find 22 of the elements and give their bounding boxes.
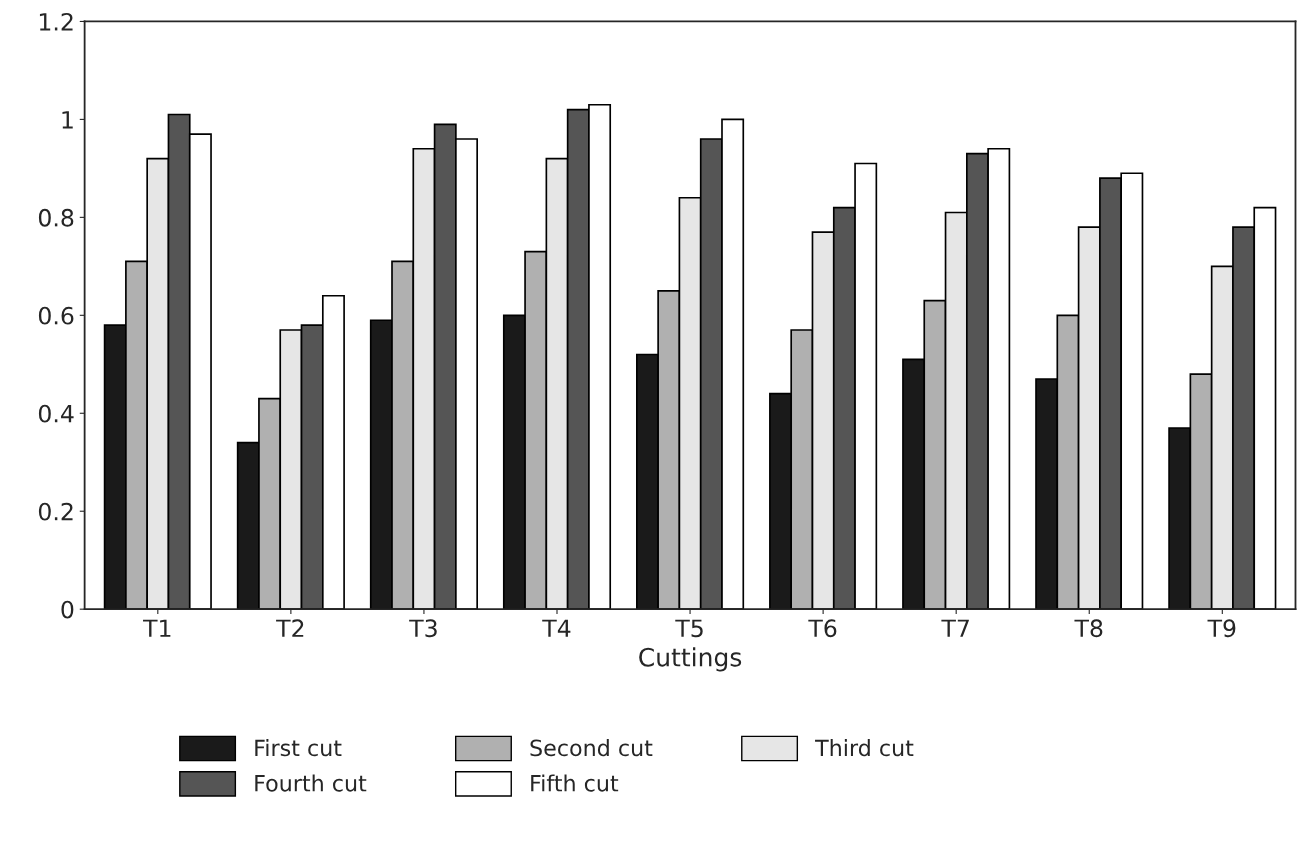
x-tick-label: T3 [409, 619, 437, 638]
y-tick-label: 0.8 [38, 208, 74, 227]
x-tick-label: T8 [1074, 619, 1103, 638]
legend-label: Second cut [530, 739, 653, 757]
x-tick-label: T9 [1207, 619, 1236, 638]
legend-label: Fifth cut [531, 774, 619, 792]
x-tick-label: T4 [542, 619, 571, 637]
y-tick-label: 0 [61, 600, 74, 619]
legend-label: Fourth cut [255, 774, 367, 792]
y-tick-label: 0.6 [38, 306, 74, 325]
x-tick-label: T7 [941, 619, 969, 637]
legend-label: First cut [255, 739, 342, 757]
x-tick-label: T5 [675, 619, 703, 638]
x-axis-title: Cuttings [639, 647, 742, 672]
x-tick-label: T6 [808, 619, 837, 638]
legend-label: Third cut [815, 739, 914, 757]
x-tick-label: T2 [276, 619, 304, 637]
y-tick-label: 0.2 [38, 502, 73, 521]
x-tick-label: T1 [143, 619, 171, 637]
y-tick-label: 1 [62, 111, 73, 129]
y-tick-label: 1.2 [39, 12, 73, 31]
y-tick-label: 0.4 [38, 404, 74, 423]
